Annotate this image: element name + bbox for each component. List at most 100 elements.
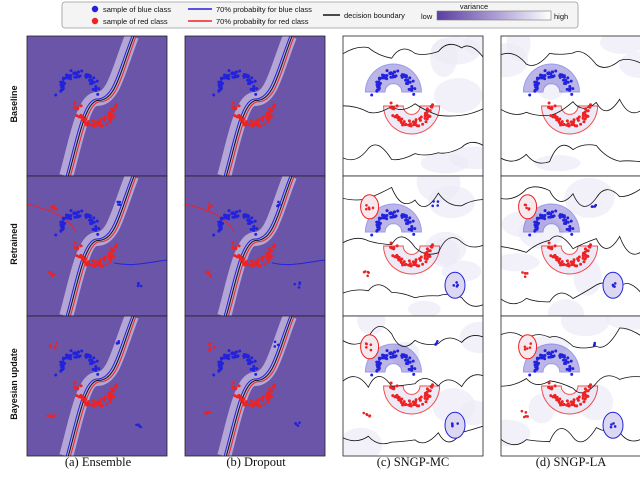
red-sample-point xyxy=(73,105,77,109)
blue-sample-point xyxy=(227,357,231,361)
red-sample-point xyxy=(547,385,551,389)
blue-sample-point xyxy=(569,359,573,363)
red-sample-point xyxy=(243,263,247,267)
blue-sample-point xyxy=(116,200,120,204)
panel-content xyxy=(185,176,325,316)
blue-sample-point xyxy=(84,74,88,78)
red-sample-point xyxy=(76,387,80,391)
red-sample-point xyxy=(267,110,271,114)
red-sample-point xyxy=(237,384,241,388)
blue-sample-point xyxy=(238,349,242,353)
red-probability-line xyxy=(69,316,137,456)
blue-sample-point xyxy=(90,78,94,82)
red-sample-point xyxy=(204,410,207,414)
red-sample-point xyxy=(421,402,425,406)
blue-sample-point xyxy=(234,350,238,354)
red-sample-point xyxy=(52,415,56,419)
red-sample-point xyxy=(369,343,373,347)
red-sample-point xyxy=(85,403,89,407)
blue-sample-point xyxy=(253,359,257,363)
blue-sample-point xyxy=(554,69,558,73)
blue-sample-point xyxy=(411,79,415,83)
blue-sample-point xyxy=(92,80,96,84)
blue-sample-point xyxy=(69,77,73,81)
red-sample-point xyxy=(547,105,551,109)
red-sample-point xyxy=(270,109,274,113)
red-sample-point xyxy=(411,120,415,124)
red-sample-point xyxy=(231,245,235,249)
red-sample-point xyxy=(112,109,116,113)
red-sample-point xyxy=(88,122,92,126)
red-cluster-region xyxy=(360,334,380,360)
variance-blob xyxy=(534,155,581,172)
red-sample-point xyxy=(238,396,242,400)
blue-sample-point xyxy=(400,214,404,218)
red-sample-point xyxy=(99,124,103,128)
blue-sample-point xyxy=(404,78,408,82)
variance-blob xyxy=(619,51,640,78)
red-sample-point xyxy=(415,264,419,268)
blue-sample-point xyxy=(377,86,381,90)
blue-sample-point xyxy=(566,360,570,364)
blue-sample-point xyxy=(69,349,73,353)
blue-sample-point xyxy=(54,233,58,237)
blue-sample-point xyxy=(564,82,568,86)
red-sample-point xyxy=(233,114,237,118)
variance-blob xyxy=(501,253,540,272)
blue-sample-point xyxy=(412,372,416,376)
blue-sample-point xyxy=(562,215,566,219)
blue-sample-point xyxy=(566,356,570,360)
blue-sample-point xyxy=(406,78,410,82)
red-sample-point xyxy=(419,115,423,119)
red-sample-point xyxy=(368,414,372,417)
variance-blob xyxy=(432,388,476,424)
blue-sample-point xyxy=(64,213,68,217)
decision-boundary xyxy=(225,36,293,176)
red-sample-point xyxy=(75,394,79,398)
blue-sample-point xyxy=(62,217,66,221)
red-sample-point xyxy=(560,400,564,404)
red-sample-point xyxy=(48,414,52,417)
red-sample-point xyxy=(253,260,257,264)
red-sample-point xyxy=(209,205,213,208)
red-sample-point xyxy=(391,114,395,118)
blue-sample-point xyxy=(250,216,254,220)
red-sample-point xyxy=(389,381,393,385)
red-sample-point xyxy=(73,245,77,249)
blue-sample-point xyxy=(88,78,92,82)
decision-boundary xyxy=(343,43,483,59)
red-sample-point xyxy=(395,244,399,248)
blue-sample-point xyxy=(234,70,238,74)
red-sample-point xyxy=(391,254,395,258)
blue-sample-point xyxy=(378,77,382,81)
blue-probability-line xyxy=(65,316,133,456)
blue-sample-point xyxy=(97,87,101,91)
blue-sample-point xyxy=(217,223,221,227)
red-sample-point xyxy=(208,348,211,352)
red-sample-point xyxy=(46,414,49,418)
blue-sample-point xyxy=(550,210,554,214)
decision-boundary xyxy=(225,316,293,456)
blue-sample-point xyxy=(408,356,412,360)
blue-sample-point xyxy=(392,350,396,354)
red-sample-point xyxy=(244,120,248,124)
red-sample-point xyxy=(85,123,89,127)
red-sample-point xyxy=(585,254,589,258)
blue-sample-point xyxy=(212,93,216,97)
blue-sample-point xyxy=(410,367,414,371)
blue-sample-point xyxy=(80,209,84,213)
blue-sample-point xyxy=(76,70,80,74)
red-sample-point xyxy=(566,402,570,406)
blue-sample-point xyxy=(377,226,381,230)
blue-sample-point xyxy=(562,78,566,82)
blue-sample-point xyxy=(394,214,398,218)
red-sample-point xyxy=(408,402,412,406)
red-sample-point xyxy=(582,120,586,124)
blue-sample-point xyxy=(455,281,458,284)
blue-sample-point xyxy=(220,217,224,221)
red-sample-point xyxy=(261,255,265,259)
red-sample-point xyxy=(569,400,573,404)
panel xyxy=(500,35,640,177)
blue-sample-point xyxy=(543,214,547,218)
blue-sample-point xyxy=(76,354,80,358)
